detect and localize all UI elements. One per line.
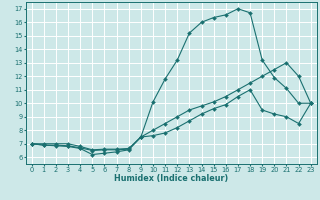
- X-axis label: Humidex (Indice chaleur): Humidex (Indice chaleur): [114, 174, 228, 183]
